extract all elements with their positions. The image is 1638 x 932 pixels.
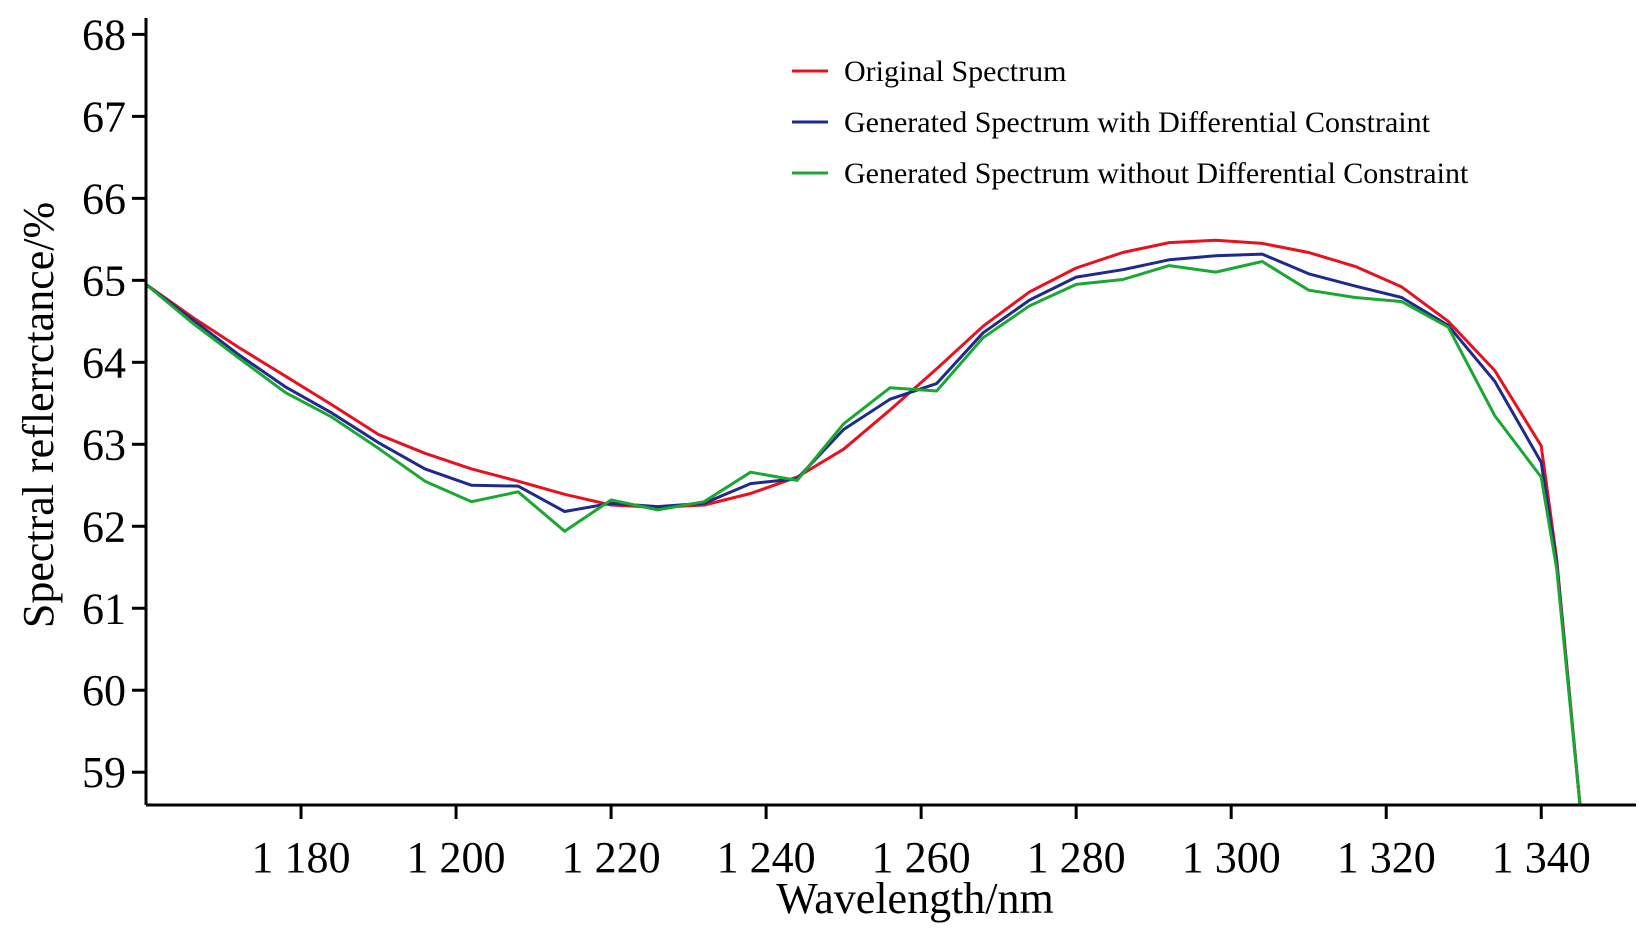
series-line-3 bbox=[145, 260, 1582, 806]
y-tick-label: 62 bbox=[82, 502, 126, 551]
y-tick-label: 64 bbox=[82, 338, 126, 387]
y-tick-label: 68 bbox=[82, 10, 126, 59]
x-tick-label: 1 240 bbox=[717, 833, 816, 882]
series-line-2 bbox=[145, 252, 1582, 806]
legend-label: Generated Spectrum with Differential Con… bbox=[844, 106, 1431, 139]
legend: Original Spectrum Generated Spectrum with… bbox=[792, 55, 1469, 190]
x-axis-ticks: 1 180 1 200 1 220 1 240 1 260 1 280 1 300 1 320… bbox=[252, 805, 1591, 882]
x-tick-label: 1 200 bbox=[407, 833, 506, 882]
x-tick-label: 1 300 bbox=[1182, 833, 1281, 882]
series-lines bbox=[145, 238, 1582, 806]
x-tick-label: 1 320 bbox=[1337, 833, 1436, 882]
x-tick-label: 1 340 bbox=[1492, 833, 1591, 882]
y-tick-label: 60 bbox=[82, 666, 126, 715]
y-tick-label: 65 bbox=[82, 256, 126, 305]
y-tick-label: 63 bbox=[82, 420, 126, 469]
y-tick-label: 66 bbox=[82, 174, 126, 223]
x-tick-label: 1 280 bbox=[1027, 833, 1126, 882]
x-tick-label: 1 260 bbox=[872, 833, 971, 882]
y-tick-label: 61 bbox=[82, 584, 126, 633]
y-tick-label: 67 bbox=[82, 92, 126, 141]
legend-label: Original Spectrum bbox=[844, 55, 1066, 88]
x-axis-title: Wavelength/nm bbox=[776, 874, 1054, 923]
series-line-1 bbox=[145, 238, 1582, 806]
y-axis-title: Spectral reflerrctance/% bbox=[14, 202, 63, 628]
y-tick-label: 59 bbox=[82, 748, 126, 797]
x-tick-label: 1 220 bbox=[562, 833, 661, 882]
y-axis-ticks: 59 60 61 62 63 64 65 66 67 68 bbox=[82, 10, 146, 797]
legend-label: Generated Spectrum without Differential … bbox=[844, 157, 1469, 190]
x-tick-label: 1 180 bbox=[252, 833, 351, 882]
